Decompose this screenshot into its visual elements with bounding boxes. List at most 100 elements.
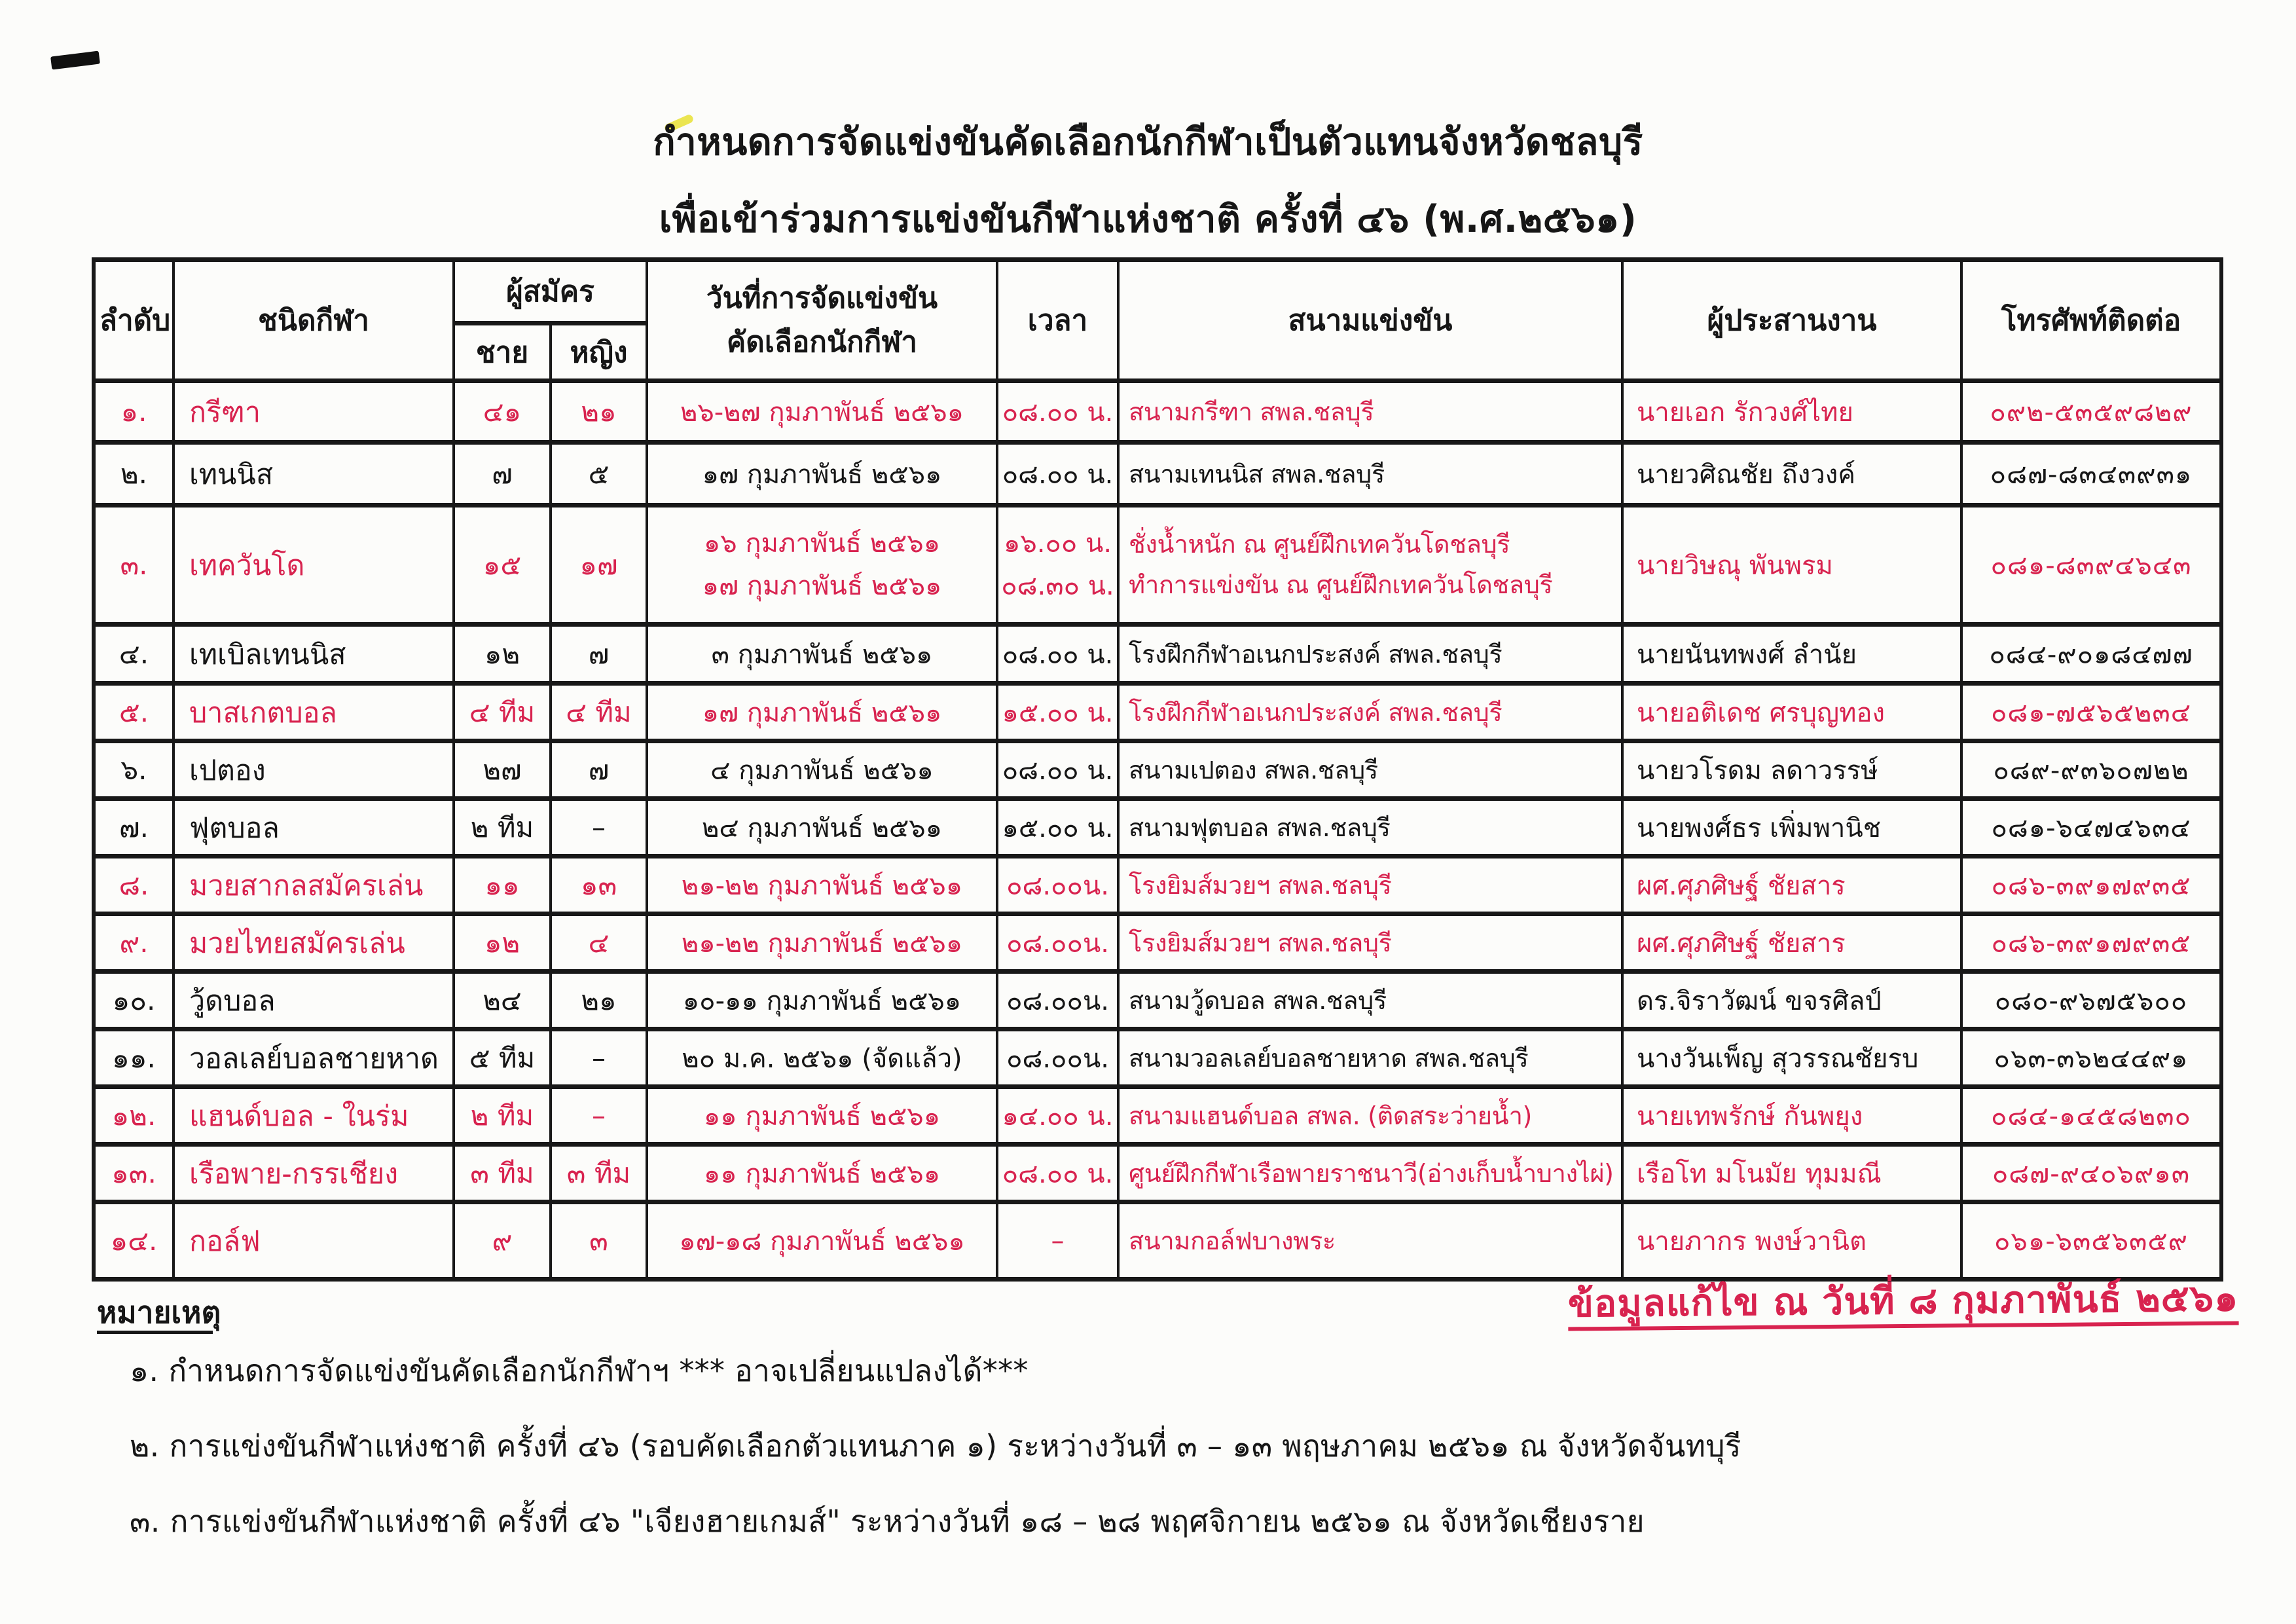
header-date-line1: วันที่การจัดแข่งขัน [706, 282, 938, 315]
cell-date: ๒๑-๒๒ กุมภาพันธ์ ๒๕๖๑ [646, 854, 998, 916]
header-time: เวลา [996, 257, 1120, 383]
cell-time: ๐๘.๐๐ น. [996, 622, 1120, 686]
cell-male: ๑๒ [452, 912, 552, 974]
cell-female: ๔ ทีม [549, 681, 648, 743]
document-title: กำหนดการจัดแข่งขันคัดเลือกนักกีฬาเป็นตัว… [0, 103, 2296, 258]
cell-date: ๑๐-๑๑ กุมภาพันธ์ ๒๕๖๑ [646, 969, 998, 1031]
table-row: ๙. มวยไทยสมัครเล่น ๑๒๔๒๑-๒๒ กุมภาพันธ์ ๒๕๖… [92, 912, 2223, 974]
cell-male: ๔๑ [452, 378, 552, 445]
cell-male: ๒๗ [452, 739, 552, 801]
cell-phone: ๐๘๔-๙๐๑๘๔๗๗ [1960, 622, 2223, 686]
cell-venue: สนามกอล์ฟบางพระ [1117, 1200, 1624, 1282]
cell-time: ๐๘.๐๐ น. [996, 1142, 1120, 1204]
cell-phone: ๐๘๑-๗๕๖๕๒๓๔ [1960, 681, 2223, 743]
cell-phone: ๐๘๙-๙๓๖๐๗๒๒ [1960, 739, 2223, 801]
cell-line: ๑๖ กุมภาพันธ์ ๒๕๖๑ [703, 528, 941, 559]
cell-male: ๙ [452, 1200, 552, 1282]
cell-coordinator: นายเทพรักษ์ กันพยุง [1621, 1084, 1963, 1147]
schedule-table: ลำดับ ชนิดกีฬา ผู้สมัคร วันที่การจัดแข่ง… [92, 257, 2223, 1282]
cell-male: ๔ ทีม [452, 681, 552, 743]
cell-venue: สนามกรีฑา สพล.ชลบุรี [1117, 378, 1624, 445]
header-phone: โทรศัพท์ติดต่อ [1960, 257, 2223, 383]
cell-venue: โรงยิมส์มวยฯ สพล.ชลบุรี [1117, 854, 1624, 916]
cell-sport: เทนนิส [172, 440, 455, 507]
cell-sport: เรือพาย-กรรเชียง [172, 1142, 455, 1204]
note-item: ๑. กำหนดการจัดแข่งขันคัดเลือกนักกีฬาฯ **… [130, 1353, 1029, 1388]
cell-venue: โรงยิมส์มวยฯ สพล.ชลบุรี [1117, 912, 1624, 974]
cell-sport: มวยไทยสมัครเล่น [172, 912, 455, 974]
cell-sport: เทควันโด [172, 503, 455, 627]
cell-date: ๑๑ กุมภาพันธ์ ๒๕๖๑ [646, 1142, 998, 1204]
cell-time: – [996, 1200, 1120, 1282]
cell-no: ๘. [92, 854, 175, 916]
cell-male: ๓ ทีม [452, 1142, 552, 1204]
cell-sport: กอล์ฟ [172, 1200, 455, 1282]
cell-female: ๗ [549, 739, 648, 801]
cell-phone: ๐๘๗-๘๓๔๓๙๓๑ [1960, 440, 2223, 507]
cell-line: ๐๘.๓๐ น. [1001, 571, 1114, 601]
cell-no: ๒. [92, 440, 175, 507]
cell-venue: สนามเทนนิส สพล.ชลบุรี [1117, 440, 1624, 507]
cell-venue: ศูนย์ฝึกกีฬาเรือพายราชนาวี(อ่างเก็บน้ำบา… [1117, 1142, 1624, 1204]
cell-male: ๑๒ [452, 622, 552, 686]
note-item: ๒. การแข่งขันกีฬาแห่งชาติ ครั้งที่ ๔๖ (ร… [130, 1428, 1741, 1464]
cell-female: ๒๑ [549, 378, 648, 445]
cell-no: ๑๒. [92, 1084, 175, 1147]
scan-artifact-mark [50, 50, 100, 70]
cell-venue: ชั่งน้ำหนัก ณ ศูนย์ฝึกเทควันโดชลบุรีทำกา… [1117, 503, 1624, 627]
cell-time: ๑๖.๐๐ น. ๐๘.๓๐ น. [996, 503, 1120, 627]
cell-female: – [549, 1084, 648, 1147]
table-row: ๘. มวยสากลสมัครเล่น ๑๑ ๑๓ ๒๑-๒๒ กุมภาพันธ์ ๒… [92, 854, 2223, 916]
header-male: ชาย [452, 321, 552, 383]
cell-phone: ๐๘๖-๓๙๑๗๙๓๕ [1960, 912, 2223, 974]
header-date: วันที่การจัดแข่งขัน คัดเลือกนักกีฬา [646, 257, 998, 383]
cell-time: ๐๘.๐๐น. [996, 912, 1120, 974]
cell-date: ๓ กุมภาพันธ์ ๒๕๖๑ [646, 622, 998, 686]
table-row: ๔. เทเบิลเทนนิส ๑๒๗๓ กุมภาพันธ์ ๒๕๖๑ ๐๘.๐๐ … [92, 622, 2223, 686]
cell-line: ชั่งน้ำหนัก ณ ศูนย์ฝึกเทควันโดชลบุรี [1129, 529, 1510, 559]
cell-time: ๐๘.๐๐ น. [996, 378, 1120, 445]
cell-coordinator: นายวิษณุ พันพรม [1621, 503, 1963, 627]
cell-male: ๑๑ [452, 854, 552, 916]
cell-line: ๑๖.๐๐ น. [1003, 528, 1112, 559]
cell-no: ๑๔. [92, 1200, 175, 1282]
cell-female: ๓ [549, 1200, 648, 1282]
cell-coordinator: นายวศิณชัย ถึงวงค์ [1621, 440, 1963, 507]
table-row: ๑๔. กอล์ฟ๙๓๑๗-๑๘ กุมภาพันธ์ ๒๕๖๑– สนามกอล์… [92, 1200, 2223, 1282]
cell-female: ๑๓ [549, 854, 648, 916]
cell-time: ๐๘.๐๐น. [996, 854, 1120, 916]
table-row: ๑๑. วอลเลย์บอลชายหาด๕ ทีม –๒๐ ม.ค. ๒๕๖๑ (จ… [92, 1027, 2223, 1089]
cell-venue: โรงฝึกกีฬาอเนกประสงค์ สพล.ชลบุรี [1117, 622, 1624, 686]
title-line-1: กำหนดการจัดแข่งขันคัดเลือกนักกีฬาเป็นตัว… [653, 120, 1643, 164]
cell-time: ๐๘.๐๐น. [996, 1027, 1120, 1089]
cell-female: ๗ [549, 622, 648, 686]
cell-time: ๐๘.๐๐น. [996, 969, 1120, 1031]
cell-sport: บาสเกตบอล [172, 681, 455, 743]
cell-time: ๑๕.๐๐ น. [996, 681, 1120, 743]
cell-time: ๑๔.๐๐ น. [996, 1084, 1120, 1147]
note-item: ๓. การแข่งขันกีฬาแห่งชาติ ครั้งที่ ๔๖ "เ… [130, 1504, 1645, 1540]
cell-time: ๐๘.๐๐ น. [996, 739, 1120, 801]
cell-sport: วู้ดบอล [172, 969, 455, 1031]
table-row: ๖. เปตอง ๒๗๗๔ กุมภาพันธ์ ๒๕๖๑ ๐๘.๐๐ น. สนามเ… [92, 739, 2223, 801]
cell-line: ๑๗ กุมภาพันธ์ ๒๕๖๑ [702, 571, 942, 601]
cell-line: ทำการแข่งขัน ณ ศูนย์ฝึกเทควันโดชลบุรี [1129, 570, 1553, 599]
cell-female: ๑๗ [549, 503, 648, 627]
cell-female: ๕ [549, 440, 648, 507]
cell-sport: มวยสากลสมัครเล่น [172, 854, 455, 916]
cell-female: – [549, 1027, 648, 1089]
cell-coordinator: นายวโรดม ลดาวรรษ์ [1621, 739, 1963, 801]
cell-coordinator: ดร.จิราวัฒน์ ขจรศิลป์ [1621, 969, 1963, 1031]
cell-date: ๑๗-๑๘ กุมภาพันธ์ ๒๕๖๑ [646, 1200, 998, 1282]
cell-no: ๕. [92, 681, 175, 743]
cell-date: ๑๑ กุมภาพันธ์ ๒๕๖๑ [646, 1084, 998, 1147]
cell-date: ๒๐ ม.ค. ๒๕๖๑ (จัดแล้ว) [646, 1027, 998, 1089]
cell-female: ๔ [549, 912, 648, 974]
cell-date: ๔ กุมภาพันธ์ ๒๕๖๑ [646, 739, 998, 801]
cell-venue: สนามวอลเลย์บอลชายหาด สพล.ชลบุรี [1117, 1027, 1624, 1089]
cell-no: ๗. [92, 796, 175, 858]
cell-date: ๒๖-๒๗ กุมภาพันธ์ ๒๕๖๑ [646, 378, 998, 445]
cell-male: ๑๕ [452, 503, 552, 627]
header-sport: ชนิดกีฬา [172, 257, 455, 383]
cell-time: ๑๕.๐๐ น. [996, 796, 1120, 858]
